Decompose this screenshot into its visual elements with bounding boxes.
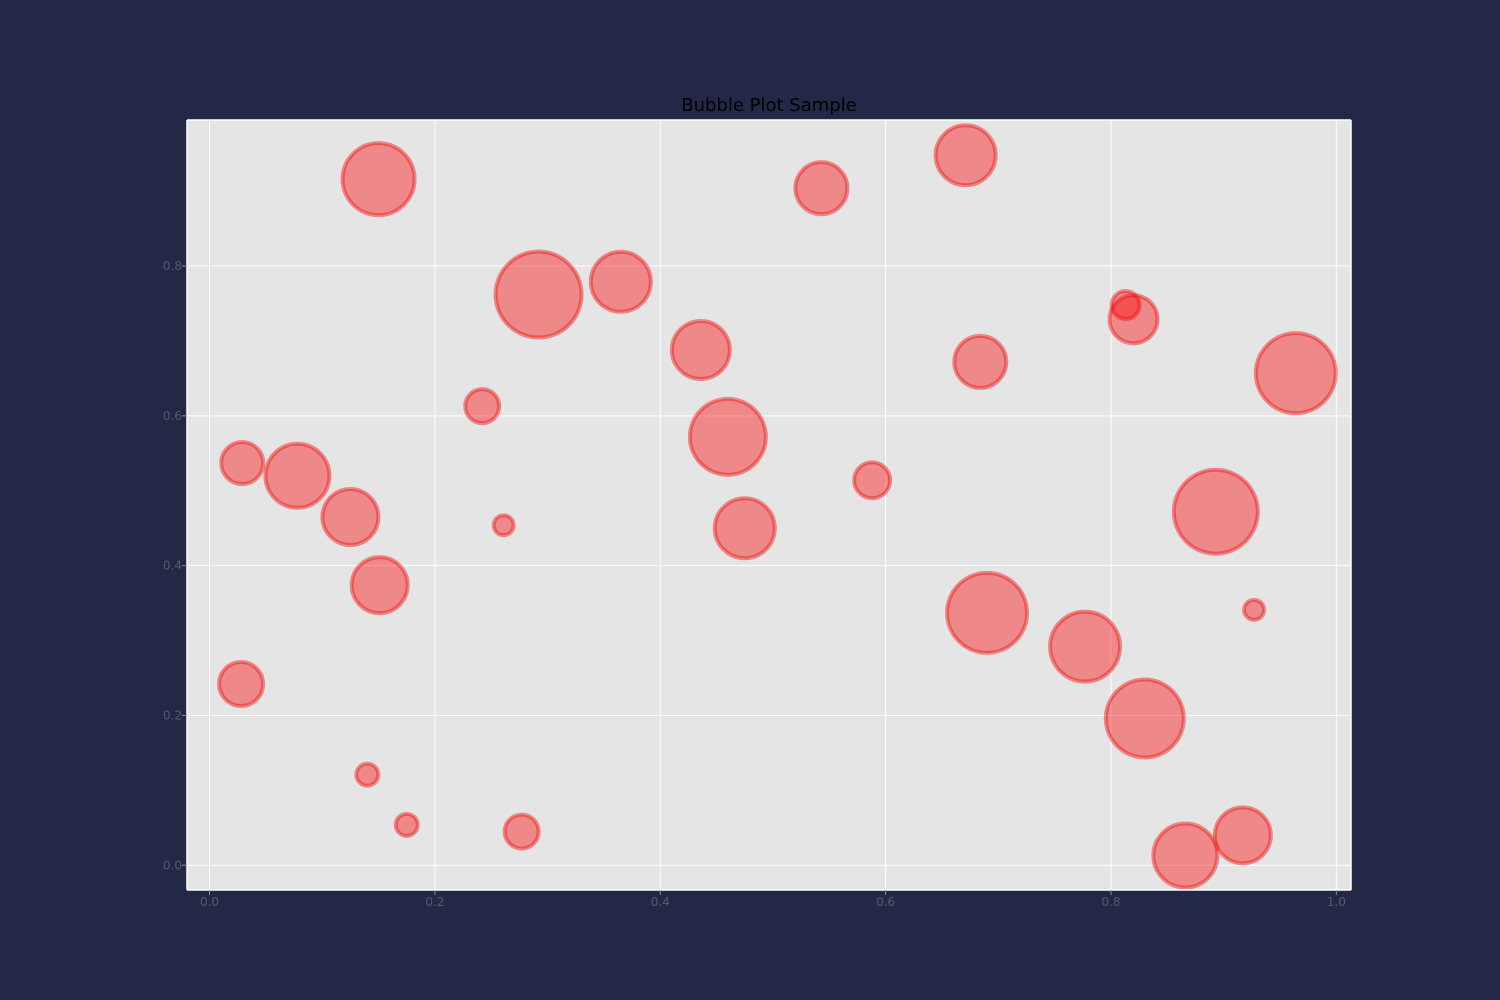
bubble-point[interactable] bbox=[588, 249, 653, 314]
x-tick-label: 0.6 bbox=[876, 895, 895, 909]
bubble-point[interactable] bbox=[1242, 597, 1267, 622]
bubble-point[interactable] bbox=[463, 387, 502, 426]
bubble-point[interactable] bbox=[340, 141, 417, 218]
bubble-point[interactable] bbox=[933, 123, 998, 188]
bubble-point[interactable] bbox=[1048, 609, 1123, 684]
bubble-point[interactable] bbox=[687, 396, 768, 477]
x-tick-label: 0.2 bbox=[425, 895, 444, 909]
x-tick-labels: 0.0 0.2 0.4 0.6 0.8 1.0 bbox=[200, 890, 1346, 909]
bubble-point[interactable] bbox=[217, 660, 266, 709]
bubble-point[interactable] bbox=[1109, 289, 1142, 322]
bubble-point[interactable] bbox=[354, 761, 381, 788]
y-tick-label: 0.0 bbox=[163, 858, 182, 872]
bubble-point[interactable] bbox=[1107, 293, 1160, 346]
bubble-point[interactable] bbox=[493, 249, 584, 340]
bubble-point[interactable] bbox=[852, 460, 893, 501]
x-tick-label: 1.0 bbox=[1327, 895, 1346, 909]
bubble-point[interactable] bbox=[1253, 331, 1338, 416]
bubble-point[interactable] bbox=[491, 513, 516, 538]
y-tick-label: 0.4 bbox=[163, 559, 182, 573]
y-tick-label: 0.6 bbox=[163, 409, 182, 423]
bubble-point[interactable] bbox=[945, 570, 1030, 655]
y-tick-labels: 0.0 0.2 0.4 0.6 0.8 bbox=[163, 259, 187, 872]
y-tick-label: 0.2 bbox=[163, 708, 182, 722]
bubble-point[interactable] bbox=[952, 333, 1009, 390]
x-tick-label: 0.4 bbox=[651, 895, 670, 909]
bubble-point[interactable] bbox=[502, 812, 541, 851]
bubble-point[interactable] bbox=[1212, 805, 1273, 866]
y-tick-label: 0.8 bbox=[163, 259, 182, 273]
bubble-point[interactable] bbox=[219, 440, 266, 487]
bubble-point[interactable] bbox=[393, 811, 420, 838]
bubble-point[interactable] bbox=[1171, 467, 1260, 556]
grid-lines bbox=[187, 120, 1351, 890]
plot-area bbox=[187, 120, 1351, 890]
bubble-point[interactable] bbox=[1103, 677, 1186, 760]
bubble-point[interactable] bbox=[712, 496, 777, 561]
bubble-layer bbox=[217, 123, 1338, 890]
x-tick-label: 0.8 bbox=[1101, 895, 1120, 909]
bubble-point[interactable] bbox=[1151, 821, 1220, 890]
bubble-point[interactable] bbox=[320, 486, 381, 547]
bubble-point[interactable] bbox=[669, 318, 732, 381]
x-tick-label: 0.0 bbox=[200, 895, 219, 909]
chart-title: Bubble Plot Sample bbox=[681, 95, 857, 116]
bubble-point[interactable] bbox=[349, 555, 410, 616]
bubble-point[interactable] bbox=[793, 160, 850, 217]
bubble-point[interactable] bbox=[263, 441, 332, 510]
